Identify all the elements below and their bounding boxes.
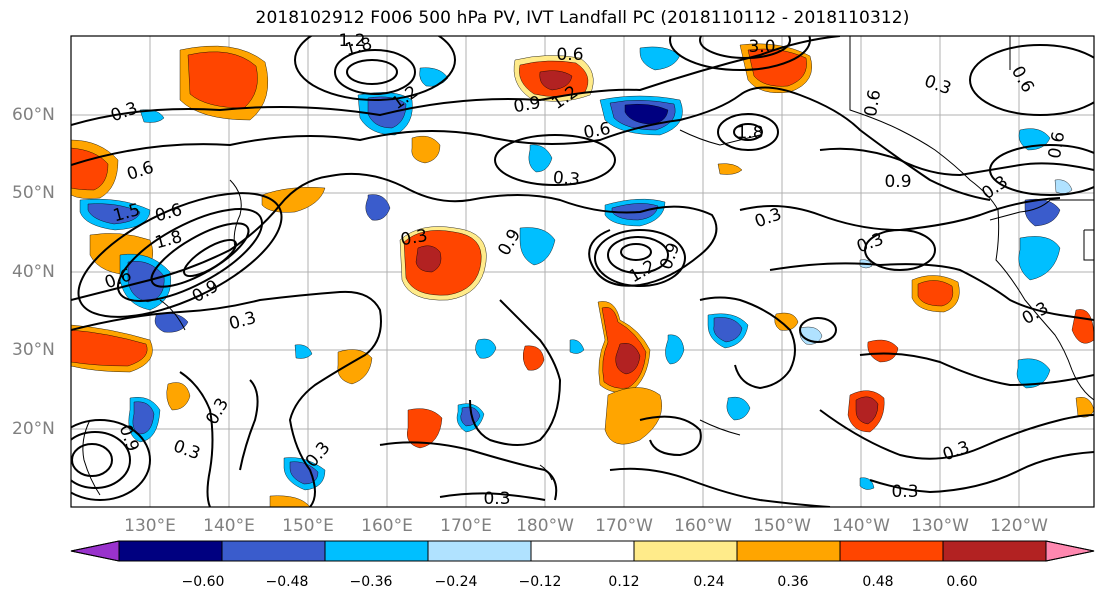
colorbar-segment (221, 540, 326, 562)
map-title: 2018102912 F006 500 hPa PV, IVT Landfall… (255, 8, 910, 28)
latitude-label: 60°N (12, 105, 55, 125)
contour-label: 1.8 (736, 123, 763, 143)
contour-label: 1.2 (338, 31, 365, 51)
latitude-label: 50°N (12, 183, 55, 203)
longitude-label: 180°W (516, 516, 574, 536)
latitude-label: 40°N (12, 262, 55, 282)
colorbar-segment (324, 540, 429, 562)
longitude-label: 130°W (911, 516, 969, 536)
colorbar-tick-label: 0.48 (862, 574, 894, 590)
contour-label: 3.0 (748, 37, 775, 57)
colorbar-segment (530, 540, 635, 562)
colorbar-segment (736, 540, 841, 562)
longitude-label: 120°W (990, 516, 1048, 536)
colorbar-outline (70, 540, 1095, 562)
contour-label: 0.9 (884, 172, 911, 192)
pv-anomaly-fill (71, 43, 1094, 507)
colorbar-extend-high (1045, 540, 1095, 562)
contour-label: 0.6 (556, 45, 583, 65)
contour-label: 0.3 (891, 482, 918, 502)
colorbar (70, 540, 1095, 562)
colorbar-tick-label: −0.60 (181, 574, 225, 590)
longitude-label: 130°E (124, 516, 176, 536)
contour-label: 0.3 (552, 168, 581, 190)
colorbar-tick-label: −0.24 (434, 574, 478, 590)
colorbar-segment (118, 540, 223, 562)
colorbar-segment (633, 540, 738, 562)
contour-label: 0.9 (512, 93, 542, 117)
colorbar-extend-low (70, 540, 120, 562)
longitude-label: 160°W (674, 516, 732, 536)
longitude-label: 140°E (203, 516, 255, 536)
longitude-label: 170°W (595, 516, 653, 536)
longitude-label: 170°E (440, 516, 492, 536)
colorbar-tick-label: 0.12 (608, 574, 640, 590)
map-frame (70, 35, 1095, 508)
colorbar-segment (839, 540, 944, 562)
colorbar-tick-label: −0.48 (265, 574, 309, 590)
colorbar-segment (427, 540, 532, 562)
longitude-label: 140°W (832, 516, 890, 536)
coastlines (82, 36, 1094, 496)
longitude-label: 160°E (361, 516, 413, 536)
colorbar-tick-label: 0.60 (946, 574, 978, 590)
latitude-label: 20°N (12, 419, 55, 439)
contour-label: 0.6 (582, 119, 612, 143)
contour-label: 0.3 (483, 489, 510, 509)
longitude-label: 150°E (282, 516, 334, 536)
colorbar-segment (942, 540, 1047, 562)
pv-contours (71, 36, 1094, 507)
contour-label: 0.6 (861, 88, 885, 118)
contour-label: 0.6 (1045, 130, 1069, 160)
colorbar-tick-label: 0.24 (693, 574, 725, 590)
latitude-label: 30°N (12, 340, 55, 360)
colorbar-tick-label: −0.12 (518, 574, 562, 590)
contour-label: 0.3 (399, 226, 429, 250)
colorbar-tick-label: −0.36 (349, 574, 393, 590)
colorbar-tick-label: 0.36 (777, 574, 809, 590)
longitude-label: 150°W (753, 516, 811, 536)
